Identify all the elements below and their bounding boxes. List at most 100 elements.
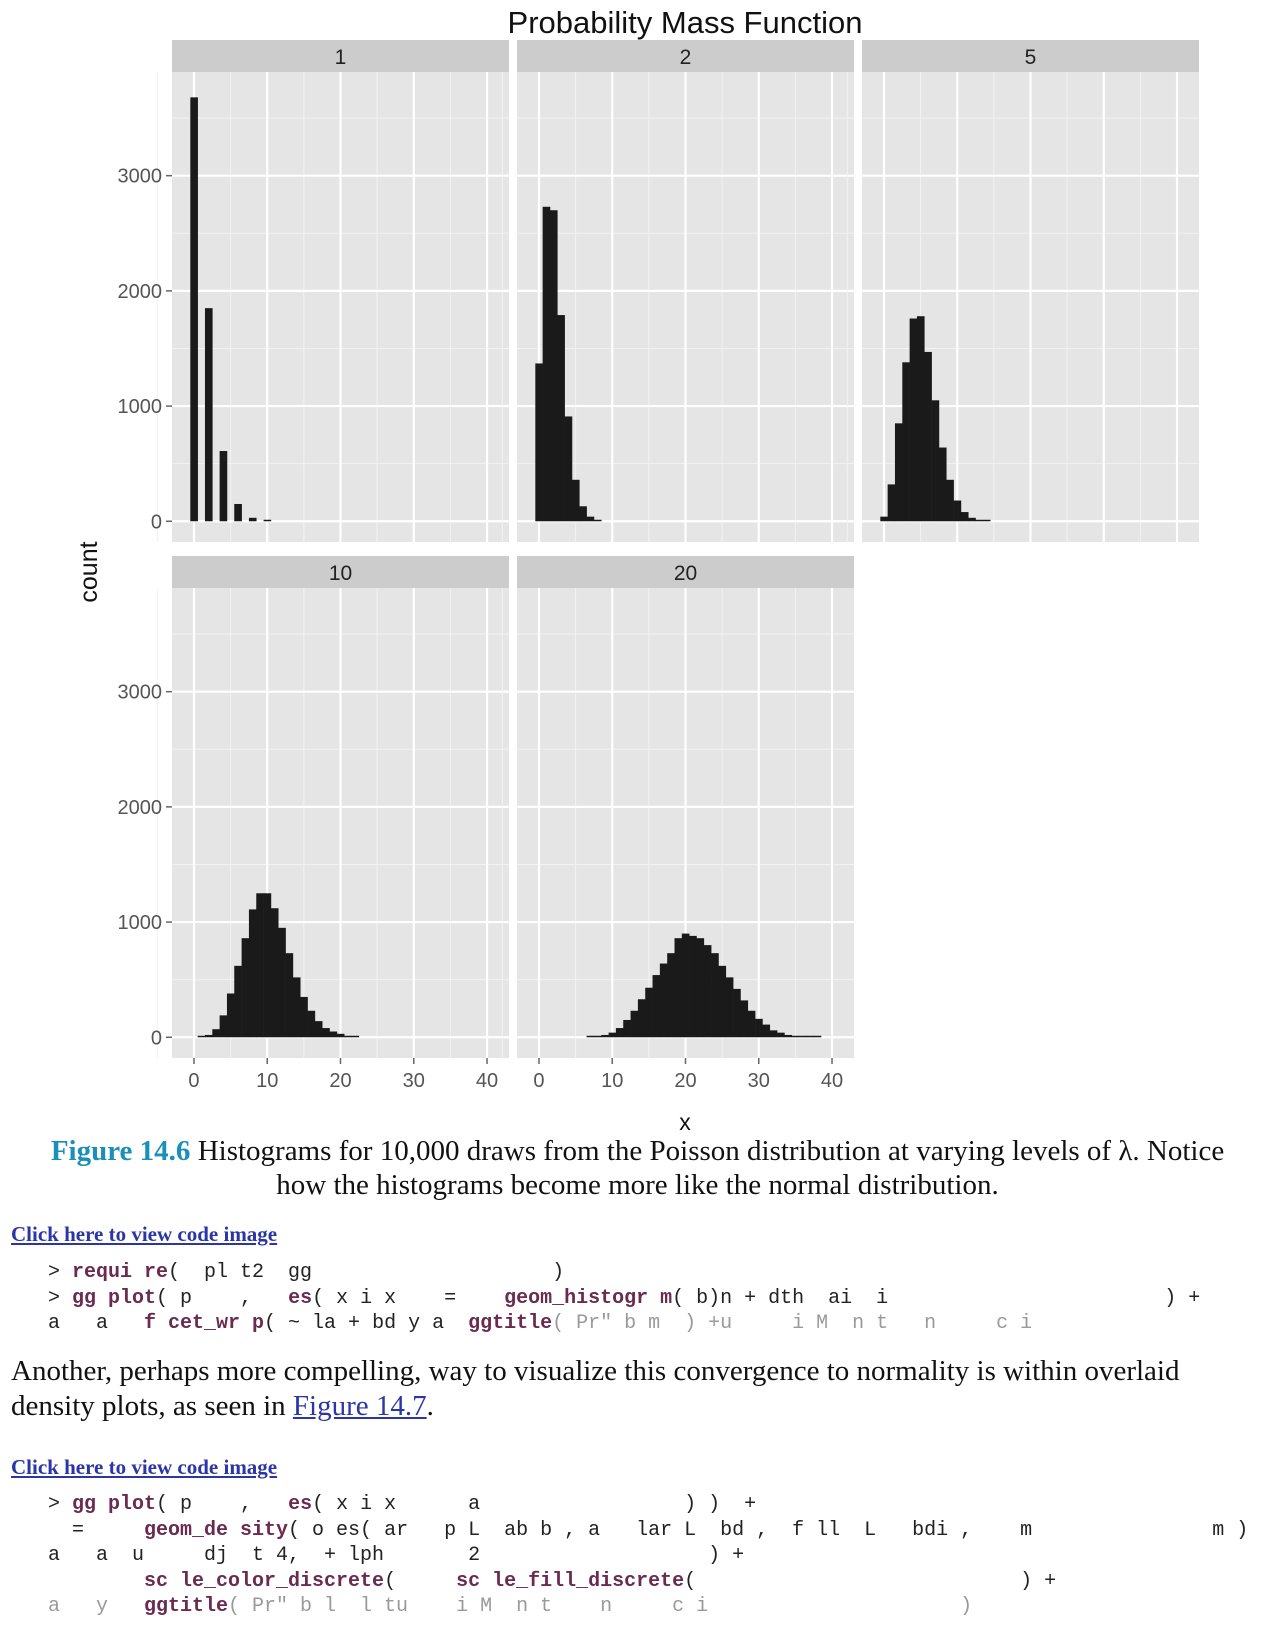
x-tick-label: 30 bbox=[403, 1070, 425, 1092]
histogram-bar bbox=[777, 1032, 785, 1038]
histogram-bar bbox=[681, 933, 690, 1038]
histogram-bar bbox=[579, 506, 587, 522]
code-text: ( bbox=[384, 1569, 457, 1593]
histogram-bar bbox=[329, 1031, 338, 1038]
histogram-bar bbox=[615, 1028, 624, 1038]
facet-label: 20 bbox=[674, 562, 697, 585]
y-tick-label: 3000 bbox=[118, 682, 163, 704]
facet-label: 1 bbox=[335, 46, 347, 69]
histogram-bar bbox=[762, 1024, 771, 1038]
figure-caption: Figure 14.6 Histograms for 10,000 draws … bbox=[30, 1134, 1245, 1202]
histogram-bar bbox=[300, 996, 308, 1038]
code-text: ( x i x = bbox=[312, 1286, 505, 1310]
paragraph-end: . bbox=[426, 1390, 434, 1422]
x-tick-label: 10 bbox=[601, 1070, 623, 1092]
histogram-bar bbox=[234, 503, 242, 522]
histogram-bar bbox=[946, 479, 954, 522]
histogram-bar bbox=[667, 953, 675, 1038]
histogram-bar bbox=[645, 987, 653, 1038]
histogram-bar bbox=[197, 1035, 206, 1038]
histogram-bar bbox=[799, 1035, 807, 1038]
code-text: ( p , bbox=[156, 1493, 289, 1516]
histogram-bar bbox=[975, 519, 984, 522]
code-keyword: ggtitle bbox=[144, 1595, 229, 1618]
view-code-link-2[interactable]: Click here to view code image bbox=[11, 1455, 278, 1479]
code-block-1: > requi re( pl t2 gg ) > gg plot( p , es… bbox=[48, 1260, 1275, 1337]
code-keyword: geom_histogr m bbox=[504, 1286, 673, 1310]
histogram-bar bbox=[755, 1018, 763, 1038]
histogram-bar bbox=[630, 1010, 639, 1038]
histogram-bar bbox=[256, 893, 264, 1038]
histogram-bar bbox=[806, 1035, 815, 1038]
y-axis-label: count bbox=[75, 541, 103, 602]
code-prompt: > bbox=[48, 1493, 73, 1516]
histogram-bar bbox=[880, 516, 888, 522]
facet-strip bbox=[517, 40, 854, 72]
figure-14-7-link[interactable]: Figure 14.7 bbox=[292, 1390, 427, 1422]
histogram-bar bbox=[652, 975, 661, 1038]
histogram-bar bbox=[902, 362, 910, 522]
histogram-bar bbox=[924, 351, 932, 522]
code-block-2: > gg plot( p , es( x i x a ) ) + = geom_… bbox=[48, 1492, 1248, 1620]
facet-strip bbox=[172, 40, 509, 72]
facet-strip bbox=[862, 40, 1199, 72]
x-tick-label: 20 bbox=[329, 1070, 351, 1092]
figure-caption-text: Histograms for 10,000 draws from the Poi… bbox=[197, 1135, 1225, 1201]
code-text: ( b)n + dth ai i ) + bbox=[672, 1286, 1201, 1310]
paragraph-text: Another, perhaps more compelling, way to… bbox=[11, 1355, 1180, 1422]
histogram-bar bbox=[637, 999, 646, 1038]
histogram-bar bbox=[718, 965, 727, 1038]
code-text: a a u dj t 4, + lph 2 ) + bbox=[48, 1544, 745, 1567]
histogram-bar bbox=[586, 1035, 595, 1038]
x-tick-label: 40 bbox=[821, 1070, 843, 1092]
view-code-link-1[interactable]: Click here to view code image bbox=[11, 1222, 278, 1246]
histogram-bar bbox=[344, 1035, 352, 1038]
histogram-bar bbox=[909, 318, 918, 522]
histogram-bar bbox=[241, 938, 250, 1038]
histogram-bar bbox=[219, 1015, 228, 1038]
y-tick-label: 0 bbox=[151, 1027, 162, 1049]
y-tick-label: 1000 bbox=[118, 912, 163, 934]
code-text: ( p , bbox=[156, 1286, 289, 1310]
x-tick-label: 40 bbox=[476, 1070, 498, 1092]
histogram-bar bbox=[813, 1035, 822, 1038]
y-tick-label: 1000 bbox=[118, 396, 163, 418]
histogram-bar bbox=[248, 909, 257, 1038]
histogram-bar bbox=[894, 423, 903, 522]
histogram-bar bbox=[623, 1019, 631, 1038]
x-axis-label: x bbox=[679, 1109, 691, 1135]
histogram-bar bbox=[938, 447, 947, 522]
histogram-bar bbox=[960, 512, 969, 522]
histogram-bar bbox=[234, 965, 242, 1038]
y-tick-label: 2000 bbox=[118, 281, 163, 303]
histogram-bar bbox=[791, 1035, 800, 1038]
histogram-bar bbox=[703, 945, 712, 1038]
code-keyword: gg plot bbox=[72, 1493, 157, 1516]
code-keyword: sc le_fill_discrete bbox=[456, 1569, 685, 1593]
histogram-bar bbox=[711, 953, 719, 1038]
histogram-bar bbox=[535, 363, 543, 522]
code-text: ( x i x a ) ) + bbox=[312, 1493, 757, 1516]
code-text: ( ~ la + bd y a bbox=[264, 1312, 469, 1335]
code-text: ( ) + bbox=[684, 1569, 1057, 1593]
histogram-bar bbox=[263, 519, 272, 522]
histogram-bar bbox=[263, 893, 272, 1038]
facet-strip bbox=[172, 556, 509, 588]
histogram-bar bbox=[322, 1028, 330, 1038]
histogram-bar bbox=[542, 206, 551, 522]
code-keyword: f cet_wr p bbox=[144, 1312, 265, 1335]
histogram-bar bbox=[953, 500, 962, 522]
code-prompt: > bbox=[48, 1286, 73, 1310]
code-text: ( Pr" b m ) +u i M n t n c i ) bbox=[552, 1312, 1275, 1335]
histogram-bar bbox=[204, 308, 213, 522]
facet-label: 5 bbox=[1025, 46, 1037, 69]
y-tick-label: 3000 bbox=[118, 166, 163, 188]
histogram-bar bbox=[968, 517, 976, 522]
histogram-bar bbox=[733, 988, 741, 1038]
code-keyword: geom_de sity bbox=[144, 1518, 289, 1542]
y-tick-label: 0 bbox=[151, 511, 162, 533]
histogram-bar bbox=[674, 938, 683, 1038]
code-keyword: ggtitle bbox=[468, 1312, 553, 1335]
facet-label: 2 bbox=[680, 46, 692, 69]
histogram-bar bbox=[784, 1034, 793, 1038]
